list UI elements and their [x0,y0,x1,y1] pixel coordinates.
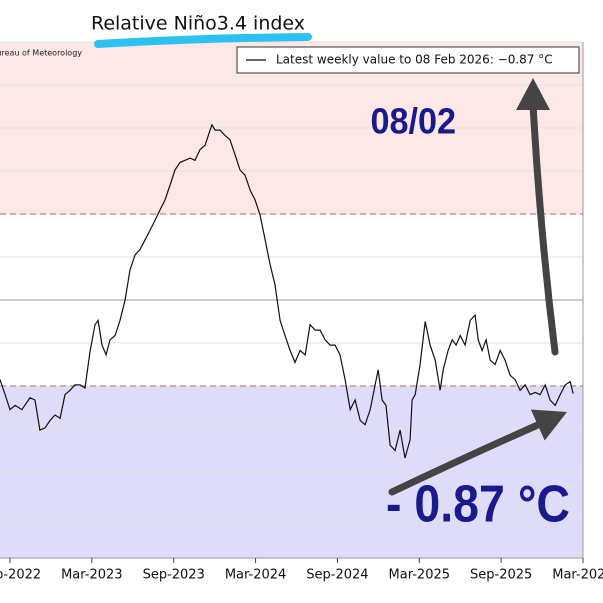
x-tick-label: Sep-2023 [143,568,205,583]
title-underline [94,33,312,48]
x-tick-label: Mar-2023 [61,568,122,583]
chart-title: Relative Niño3.4 index [91,13,305,35]
arrow-shaft [529,100,559,356]
arrow-head [516,78,550,110]
x-tick-label: Sep-2024 [306,568,368,583]
x-tick-label: Sep-2025 [470,568,532,583]
x-tick-label: Mar-2024 [225,568,286,583]
source: Bureau of Meteorology [0,49,82,58]
legend-label: Latest weekly value to 08 Feb 2026: −0.8… [276,53,553,67]
x-tick-label: Sep-2022 [0,568,41,583]
x-tick-label: Mar-2026 [552,568,603,583]
x-tick-label: Mar-2025 [389,568,450,583]
annotation-date: 08/02 [371,102,457,142]
arrow-shaft [388,420,544,496]
legend: Latest weekly value to 08 Feb 2026: −0.8… [236,46,580,74]
legend-box [236,46,580,74]
series-line [0,123,574,459]
annotation-value: - 0.87 °C [386,476,570,534]
annotations: 08/02 - 0.87 °C [371,78,570,534]
arrow-head [530,409,567,441]
